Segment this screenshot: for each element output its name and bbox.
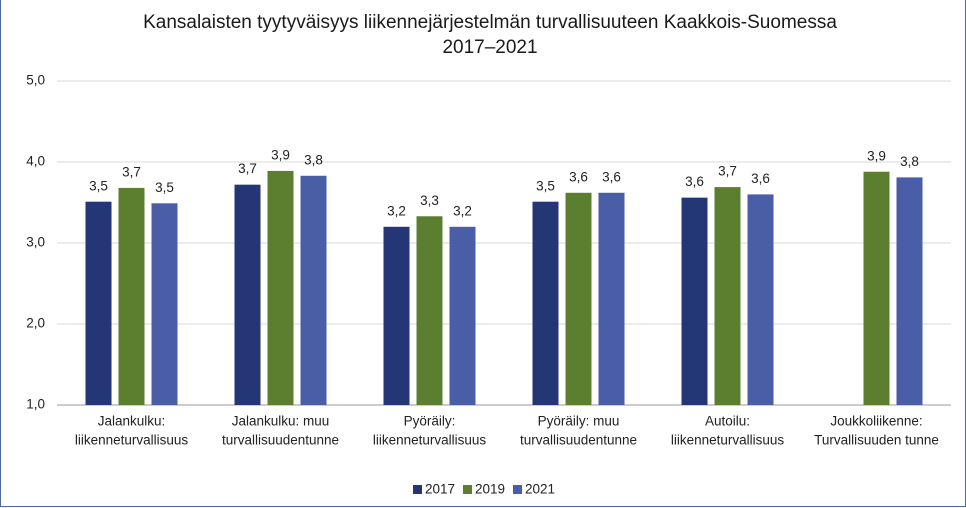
data-label: 3,2	[453, 203, 472, 218]
bar	[300, 175, 327, 405]
x-tick-label: Pyöräily:	[404, 414, 456, 429]
data-label: 3,5	[89, 178, 108, 193]
data-label: 3,6	[751, 171, 770, 186]
data-label: 3,7	[238, 161, 257, 176]
x-tick-label: Autoilu:	[705, 414, 750, 429]
data-label: 3,9	[867, 148, 886, 163]
data-label: 3,7	[122, 164, 141, 179]
y-tick-label: 3,0	[26, 235, 45, 250]
data-label: 3,6	[569, 169, 588, 184]
x-tick-label: Joukkoliikenne:	[830, 414, 922, 429]
y-tick-label: 4,0	[26, 154, 45, 169]
bar	[532, 201, 559, 405]
x-tick-label: liikenneturvallisuus	[373, 433, 487, 448]
bar	[267, 170, 294, 405]
bar	[565, 192, 592, 405]
x-tick-label: turvallisuudentunne	[222, 433, 339, 448]
data-label: 3,9	[271, 147, 290, 162]
data-label: 3,6	[685, 174, 704, 189]
legend-swatch	[513, 485, 522, 494]
bar	[449, 226, 476, 405]
y-tick-label: 5,0	[26, 73, 45, 88]
data-label: 3,2	[387, 203, 406, 218]
legend-label: 2019	[475, 482, 505, 497]
legend-label: 2017	[425, 482, 455, 497]
x-tick-label: liikenneturvallisuus	[75, 433, 189, 448]
bar	[383, 226, 410, 405]
data-label: 3,5	[155, 180, 174, 195]
bar	[234, 184, 261, 405]
bar	[416, 216, 443, 405]
legend-swatch	[463, 485, 472, 494]
chart-title: Kansalaisten tyytyväisyys liikennejärjes…	[143, 12, 837, 58]
bar	[863, 171, 890, 405]
bar	[85, 201, 112, 405]
data-label: 3,8	[304, 152, 323, 167]
x-tick-label: Jalankulku: muu	[232, 414, 330, 429]
bar	[151, 203, 178, 405]
bar	[681, 197, 708, 405]
x-tick-label: Pyöräily: muu	[538, 414, 620, 429]
data-label: 3,5	[536, 178, 555, 193]
data-label: 3,7	[718, 164, 737, 179]
x-tick-label: Jalankulku:	[98, 414, 166, 429]
x-tick-label: turvallisuudentunne	[520, 433, 637, 448]
x-tick-label: liikenneturvallisuus	[671, 433, 785, 448]
y-tick-label: 1,0	[26, 397, 45, 412]
bar	[118, 187, 145, 405]
bar	[598, 192, 625, 405]
data-label: 3,6	[602, 169, 621, 184]
y-tick-label: 2,0	[26, 316, 45, 331]
bar	[896, 177, 923, 405]
bar	[747, 194, 774, 405]
legend-swatch	[413, 485, 422, 494]
data-label: 3,3	[420, 193, 439, 208]
bar	[714, 187, 741, 405]
x-tick-label: Turvallisuuden tunne	[814, 433, 939, 448]
legend-label: 2021	[525, 482, 555, 497]
data-label: 3,8	[900, 154, 919, 169]
